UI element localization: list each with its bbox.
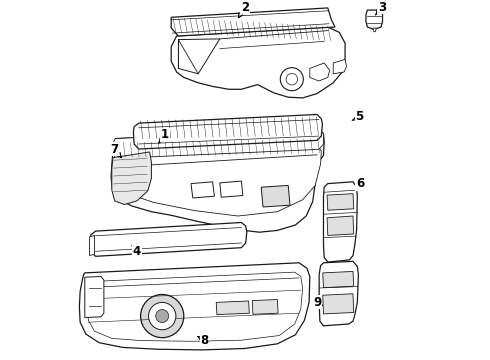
Polygon shape: [220, 181, 243, 197]
Polygon shape: [319, 261, 358, 326]
Polygon shape: [333, 59, 346, 74]
Circle shape: [141, 294, 184, 338]
Text: 3: 3: [375, 1, 386, 15]
Polygon shape: [327, 194, 354, 210]
Text: 8: 8: [197, 334, 209, 347]
Polygon shape: [90, 235, 95, 256]
Polygon shape: [310, 63, 330, 81]
Text: 6: 6: [356, 177, 365, 190]
Polygon shape: [323, 294, 354, 314]
Polygon shape: [323, 271, 354, 288]
Text: 9: 9: [313, 296, 322, 309]
Text: 1: 1: [159, 129, 169, 143]
Polygon shape: [327, 216, 354, 235]
Polygon shape: [178, 39, 220, 74]
Polygon shape: [261, 185, 290, 207]
Polygon shape: [373, 28, 376, 32]
Polygon shape: [366, 10, 383, 30]
Text: 5: 5: [352, 111, 364, 123]
Polygon shape: [216, 301, 249, 315]
Polygon shape: [111, 129, 324, 232]
Polygon shape: [252, 300, 278, 314]
Polygon shape: [191, 182, 215, 198]
Polygon shape: [171, 27, 345, 98]
Polygon shape: [85, 276, 104, 318]
Polygon shape: [323, 182, 357, 262]
Circle shape: [148, 302, 176, 330]
Polygon shape: [117, 144, 321, 216]
Circle shape: [280, 68, 303, 91]
Polygon shape: [112, 152, 151, 204]
Text: 4: 4: [132, 246, 141, 258]
Text: 2: 2: [239, 1, 249, 18]
Polygon shape: [133, 114, 322, 149]
Text: 7: 7: [111, 143, 122, 158]
Polygon shape: [87, 272, 303, 341]
Polygon shape: [113, 129, 323, 158]
Polygon shape: [79, 263, 310, 350]
Circle shape: [286, 73, 297, 85]
Polygon shape: [90, 222, 247, 256]
Polygon shape: [171, 8, 335, 36]
Circle shape: [156, 310, 169, 323]
